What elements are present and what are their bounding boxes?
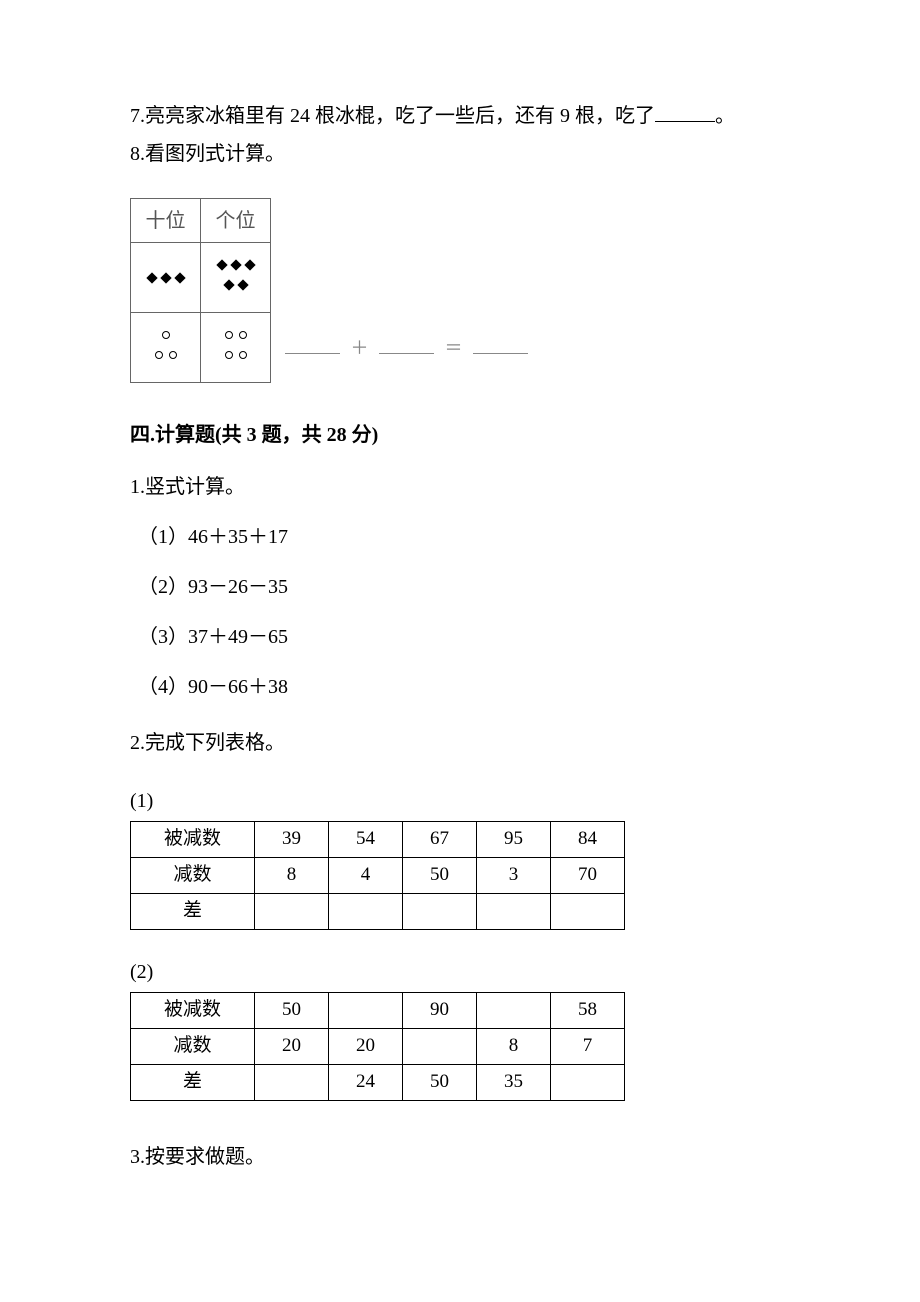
- t2-s-3: 8: [477, 1029, 551, 1065]
- t1-m-4: 84: [551, 822, 625, 858]
- table-row: 被减数 39 54 67 95 84: [131, 822, 625, 858]
- question-7: 7.亮亮家冰箱里有 24 根冰棍，吃了一些后，还有 9 根，吃了 。: [130, 100, 790, 132]
- t2-s-4: 7: [551, 1029, 625, 1065]
- t2-s-0: 20: [255, 1029, 329, 1065]
- t2-d-3: 35: [477, 1065, 551, 1101]
- pv-r1-tens: [131, 243, 201, 313]
- t2-d-2: 50: [403, 1065, 477, 1101]
- t1-s-0: 8: [255, 858, 329, 894]
- t2-minuend-label: 被减数: [131, 993, 255, 1029]
- t1-s-4: 70: [551, 858, 625, 894]
- t1-s-1: 4: [329, 858, 403, 894]
- table-1: 被减数 39 54 67 95 84 减数 8 4 50 3 70 差: [130, 821, 625, 930]
- pv-header-ones: 个位: [201, 199, 271, 243]
- t1-m-2: 67: [403, 822, 477, 858]
- q8-blank-3[interactable]: [473, 338, 528, 354]
- q8-equation: ＋ ＝: [279, 334, 534, 383]
- t2-m-2: 90: [403, 993, 477, 1029]
- t2-s-2[interactable]: [403, 1029, 477, 1065]
- t1-minuend-label: 被减数: [131, 822, 255, 858]
- q7-text-after: 。: [715, 105, 735, 127]
- q8-blank-2[interactable]: [379, 338, 434, 354]
- t1-diff-label: 差: [131, 894, 255, 930]
- pv-header-tens: 十位: [131, 199, 201, 243]
- s4-q3-label: 3.按要求做题。: [130, 1141, 790, 1173]
- table-row: 差 24 50 35: [131, 1065, 625, 1101]
- question-8-label: 8.看图列式计算。: [130, 138, 790, 170]
- t2-d-4[interactable]: [551, 1065, 625, 1101]
- t2-diff-label: 差: [131, 1065, 255, 1101]
- t1-d-1[interactable]: [329, 894, 403, 930]
- section-4-title: 四.计算题(共 3 题，共 28 分): [130, 419, 790, 451]
- equals-sign: ＝: [445, 338, 463, 358]
- t1-d-4[interactable]: [551, 894, 625, 930]
- plus-sign: ＋: [351, 338, 369, 358]
- table-2: 被减数 50 90 58 减数 20 20 8 7 差 24 50 35: [130, 992, 625, 1101]
- t1-s-2: 50: [403, 858, 477, 894]
- t2-m-1[interactable]: [329, 993, 403, 1029]
- s4-q1-item-2: （2）93－26－35: [138, 571, 790, 603]
- table-row: 被减数 50 90 58: [131, 993, 625, 1029]
- s4-q2-label: 2.完成下列表格。: [130, 727, 790, 759]
- s4-q1-item-4: （4）90－66＋38: [138, 671, 790, 703]
- s4-q1-item-1: （1）46＋35＋17: [138, 521, 790, 553]
- t1-sub-label: 减数: [131, 858, 255, 894]
- t1-s-3: 3: [477, 858, 551, 894]
- q7-text-before: 7.亮亮家冰箱里有 24 根冰棍，吃了一些后，还有 9 根，吃了: [130, 105, 655, 127]
- pv-r2-tens: [131, 313, 201, 383]
- pv-r1-ones: [201, 243, 271, 313]
- t1-m-0: 39: [255, 822, 329, 858]
- t1-d-0[interactable]: [255, 894, 329, 930]
- t1-m-1: 54: [329, 822, 403, 858]
- s4-q1-item-3: （3）37＋49－65: [138, 621, 790, 653]
- t2-d-0[interactable]: [255, 1065, 329, 1101]
- q7-blank[interactable]: [655, 102, 715, 122]
- place-value-table: 十位 个位: [130, 198, 271, 383]
- t1-m-3: 95: [477, 822, 551, 858]
- t2-m-4: 58: [551, 993, 625, 1029]
- t2-m-3[interactable]: [477, 993, 551, 1029]
- table-row: 减数 20 20 8 7: [131, 1029, 625, 1065]
- q8-blank-1[interactable]: [285, 338, 340, 354]
- t2-s-1: 20: [329, 1029, 403, 1065]
- s4-q2-t1-label: (1): [130, 785, 790, 817]
- t2-d-1: 24: [329, 1065, 403, 1101]
- table-row: 差: [131, 894, 625, 930]
- pv-r2-ones: [201, 313, 271, 383]
- s4-q1-label: 1.竖式计算。: [130, 471, 790, 503]
- q8-figure: 十位 个位: [130, 198, 790, 383]
- table-row: 减数 8 4 50 3 70: [131, 858, 625, 894]
- t2-m-0: 50: [255, 993, 329, 1029]
- t1-d-3[interactable]: [477, 894, 551, 930]
- t1-d-2[interactable]: [403, 894, 477, 930]
- s4-q2-t2-label: (2): [130, 956, 790, 988]
- t2-sub-label: 减数: [131, 1029, 255, 1065]
